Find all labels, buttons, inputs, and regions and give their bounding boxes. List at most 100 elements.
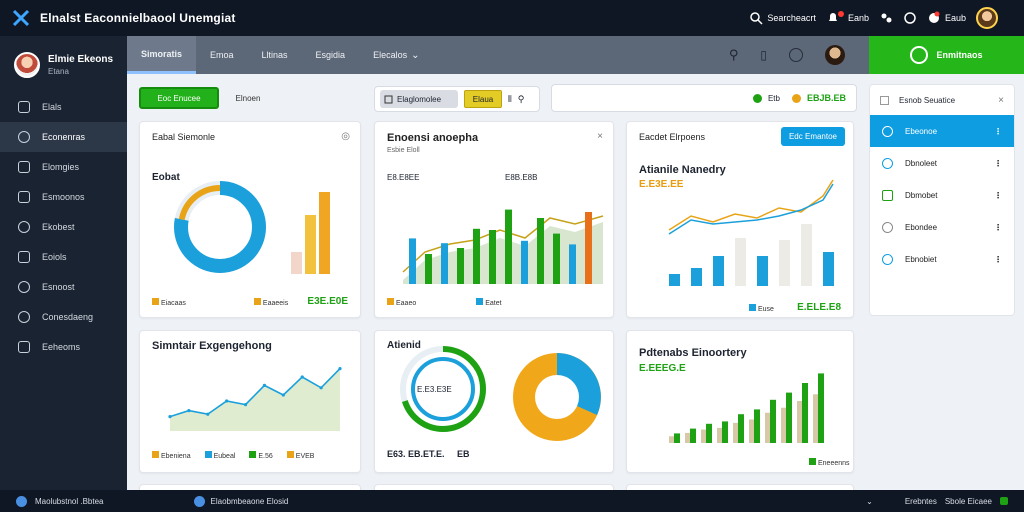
bar1-bar-2 — [713, 256, 724, 286]
bar1-bar-1 — [691, 268, 702, 286]
bars-legend: Eneeenns — [809, 458, 850, 467]
user-menu[interactable]: Eaub — [927, 11, 966, 25]
line-point-5 — [262, 383, 267, 387]
line-legend: Ebeniena Eubeal E.56 EVEB — [152, 451, 314, 460]
bar2-bg-3 — [717, 427, 722, 443]
status-left: Maolubstnol .Bbtea — [35, 496, 104, 506]
donut-chart — [174, 181, 330, 274]
close-icon[interactable]: × — [597, 131, 603, 142]
bar2-bg-2 — [701, 429, 706, 443]
secondary-action-button[interactable]: Elnoen — [235, 93, 261, 103]
close-icon[interactable]: × — [998, 94, 1004, 106]
right-panel: Esnob Seuatice × Ebeonoe ⋮ Dbnoleet ⋮ Dbmo… — [869, 84, 1015, 316]
line-series — [169, 368, 341, 418]
sidebar-item-3[interactable]: Esmoonos — [0, 182, 127, 212]
filter-box[interactable]: Etb EBJB.EB — [551, 84, 857, 112]
card-big-title: Simntair Exgengehong — [152, 340, 272, 352]
sidebar-item-1[interactable]: Econenras — [0, 122, 127, 152]
sidebar-item-0[interactable]: Elals — [0, 92, 127, 122]
bar2-bar-9 — [818, 373, 824, 443]
profile[interactable]: Elmie Ekeons Etana — [0, 36, 127, 84]
card-action-button[interactable]: Edc Emantoe — [780, 127, 845, 146]
line-point-8 — [319, 386, 323, 390]
subnav-avatar[interactable] — [825, 45, 845, 65]
tab-1[interactable]: Emoa — [210, 50, 234, 60]
apps-icon[interactable] — [879, 11, 893, 25]
sidebar-nav: Elals Econenras Elomgies Esmoonos Ekobes… — [0, 92, 127, 362]
legend-item-0: Eneeenns — [809, 458, 850, 467]
bar2-bg-4 — [733, 422, 738, 443]
grid-icon[interactable]: ⫴ — [508, 93, 512, 104]
chevron-down-icon[interactable]: ⌄ — [866, 496, 873, 506]
tab-2[interactable]: Lltinas — [261, 50, 288, 60]
more-icon[interactable]: ⋮ — [994, 222, 1002, 232]
legend-item-3: EVEB — [286, 451, 314, 460]
search-go-button[interactable]: Elaua — [464, 90, 502, 108]
bars-card: Pdtenabs Einoortery E.EEEG.E Eneeenns — [626, 330, 854, 473]
panel-item-2[interactable]: Dbmobet ⋮ — [870, 179, 1014, 211]
line-point-4 — [243, 403, 248, 407]
info-icon[interactable]: ◎ — [341, 131, 350, 142]
search-icon — [750, 12, 763, 25]
item-icon — [882, 189, 893, 201]
bar2-bar-0 — [674, 433, 680, 443]
area-bar-4 — [473, 228, 480, 284]
bar1-bar-7 — [823, 252, 834, 286]
donut-slice-rest — [178, 185, 262, 269]
more-icon[interactable]: ⋮ — [994, 126, 1002, 136]
tab-0[interactable]: Simoratis — [127, 36, 197, 74]
profile-name: Elmie Ekeons — [48, 54, 114, 65]
sidebar-item-4[interactable]: Ekobest — [0, 212, 127, 242]
more-icon[interactable]: ⋮ — [994, 254, 1002, 264]
bar-2 — [305, 215, 316, 274]
bar2-bar-5 — [754, 409, 760, 443]
notifications-button[interactable]: Eanb — [826, 11, 869, 25]
sidebar-item-2[interactable]: Elomgies — [0, 152, 127, 182]
tab-4[interactable]: Elecalos ⌄ — [373, 49, 420, 61]
search-button[interactable]: Searcheacrt — [749, 11, 816, 25]
card-big-title: Atianile Nanedry — [639, 164, 726, 176]
user-avatar[interactable] — [976, 7, 998, 29]
user-icon[interactable]: ⚲ — [728, 47, 739, 62]
sidebar-item-5[interactable]: Eoiols — [0, 242, 127, 272]
sidebar-item-8[interactable]: Eeheoms — [0, 332, 127, 362]
bar-legend: Euse — [749, 304, 774, 313]
more-icon[interactable]: ⋮ — [994, 190, 1002, 200]
line-point-6 — [281, 393, 285, 397]
status-mid[interactable]: Elaobmbeaone Elosid — [210, 496, 289, 506]
help-icon[interactable] — [903, 11, 917, 25]
filter-icon[interactable]: ⚲ — [517, 93, 525, 104]
panel-item-0[interactable]: Ebeonoe ⋮ — [870, 115, 1014, 147]
area-bar-1 — [425, 254, 432, 284]
link-icon — [193, 495, 205, 507]
panel-item-3[interactable]: Ebondee ⋮ — [870, 211, 1014, 243]
status-bar: Maolubstnol .Bbtea Elaobmbeaone Elosid ⌄… — [0, 490, 1024, 512]
sidebar-item-7[interactable]: Conesdaeng — [0, 302, 127, 332]
more-icon[interactable]: ⋮ — [994, 158, 1002, 168]
tab-3[interactable]: Esgidia — [315, 50, 346, 60]
clock-icon[interactable] — [789, 48, 803, 62]
donut-bottom-value: E63. EB.ET.E. EB — [387, 449, 470, 459]
donut-card: Eabal Siemonle ◎ Eobat Eiacaas Eaaeeis E… — [139, 121, 361, 318]
item-icon — [882, 125, 893, 137]
donut-inner-value: E.E3.E3E — [417, 385, 452, 394]
top-bar: Elnalst Eaconnielbaool Unemgiat Searchea… — [0, 0, 1024, 36]
area-bar-11 — [585, 212, 592, 284]
status-dot-orange — [791, 93, 801, 103]
panel-item-4[interactable]: Ebnobiet ⋮ — [870, 243, 1014, 275]
bar2-bar-7 — [786, 392, 792, 443]
search-field[interactable]: Elaglomolee — [380, 90, 458, 108]
search-box: Elaglomolee Elaua ⫴ ⚲ — [374, 86, 540, 112]
bookmark-icon[interactable]: ▯ — [760, 48, 767, 62]
cta-button[interactable]: Enmitnaos — [869, 36, 1024, 74]
legend-item-0: Euse — [749, 304, 774, 313]
bar1-bar-0 — [669, 274, 680, 286]
bar2-bar-4 — [738, 414, 744, 443]
sidebar-item-6[interactable]: Esnoost — [0, 272, 127, 302]
card-value: E.EEEG.E — [639, 363, 686, 374]
area-bar-7 — [521, 240, 528, 284]
bar-line-card: Eacdet Elrpoens Edc Emantoe Atianile Nan… — [626, 121, 854, 318]
checkbox-icon[interactable] — [880, 95, 889, 105]
panel-item-1[interactable]: Dbnoleet ⋮ — [870, 147, 1014, 179]
primary-action-button[interactable]: Eoc Enucee — [139, 87, 219, 109]
